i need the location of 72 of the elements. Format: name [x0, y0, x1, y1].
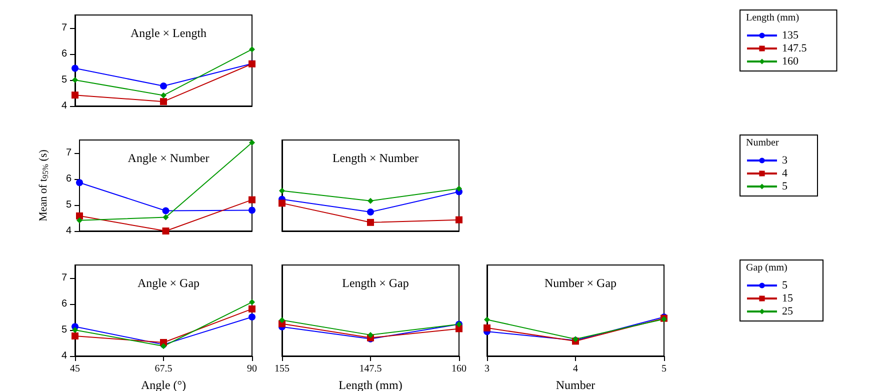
y-tick-label: 4: [66, 226, 72, 236]
x-tick-label: 4: [573, 364, 578, 374]
point: [72, 332, 78, 340]
legend-title: Gap (mm): [746, 262, 788, 274]
text: Angle × Number: [128, 151, 210, 165]
y-tick-label: 5: [61, 324, 68, 336]
y-tick-label: 7: [66, 148, 72, 158]
x-tick-label: 155: [274, 364, 290, 374]
legend-title: Length (mm): [746, 12, 800, 24]
point: [248, 314, 256, 320]
point: [248, 305, 256, 312]
x-tick-label: 147.5: [359, 364, 382, 374]
y-tick-label: 6: [61, 298, 68, 310]
x-tick-label: 45: [70, 364, 80, 374]
text: Angle × Gap: [137, 276, 200, 290]
text: Angle × Length: [130, 26, 207, 40]
point: [484, 324, 490, 332]
legend-label: 160: [782, 56, 799, 68]
point: [367, 218, 374, 226]
x-tick-label: 5: [662, 364, 666, 374]
x-tick-label: 3: [484, 364, 490, 374]
y-tick-label: 5: [66, 200, 72, 210]
text: Length × Gap: [342, 276, 409, 290]
point: [484, 316, 490, 323]
point: [162, 214, 169, 220]
point: [162, 228, 170, 234]
text: Length × Number: [332, 151, 419, 165]
legend-label: 5: [782, 180, 788, 192]
y-axis-title: Mean of t95% (s): [38, 149, 50, 222]
legend-label: 15: [782, 292, 794, 304]
point: [249, 299, 255, 306]
y-tick-label: 7: [61, 22, 68, 34]
point: [279, 317, 285, 324]
legend-label: 135: [782, 30, 799, 42]
y-tick-label: 7: [61, 272, 68, 284]
point: [278, 200, 286, 207]
point: [76, 217, 82, 224]
x-tick-label: 90: [247, 364, 257, 374]
point: [249, 140, 255, 146]
point: [160, 98, 167, 106]
point: [162, 207, 170, 214]
point: [249, 46, 255, 52]
point: [456, 186, 462, 192]
point: [72, 327, 78, 333]
x-tick-label: 67.5: [154, 364, 172, 374]
text: Number × Gap: [544, 276, 617, 290]
point: [76, 179, 83, 186]
y-tick-label: 6: [66, 174, 72, 184]
legend-label: 4: [782, 168, 788, 180]
point: [368, 198, 374, 204]
y-tick-label: 6: [61, 48, 68, 60]
legend-label: 5: [782, 280, 788, 292]
y-tick-label: 4: [61, 100, 68, 112]
point: [456, 216, 462, 224]
point: [160, 92, 166, 98]
legend-label: 147.5: [782, 42, 808, 54]
x-axis-title: Number: [556, 378, 596, 391]
point: [72, 77, 78, 83]
point: [72, 64, 78, 72]
y-tick-label: 5: [61, 74, 68, 86]
point: [160, 82, 167, 90]
point: [279, 188, 285, 194]
legend-label: 3: [782, 154, 788, 166]
point: [367, 208, 374, 216]
x-tick-label: 160: [452, 364, 466, 374]
y-tick-label: 4: [61, 350, 68, 362]
point: [248, 196, 256, 204]
legend-label: 25: [782, 306, 794, 318]
legend-title: Number: [746, 138, 780, 148]
point: [72, 92, 78, 99]
point: [248, 206, 256, 214]
point: [368, 332, 374, 338]
